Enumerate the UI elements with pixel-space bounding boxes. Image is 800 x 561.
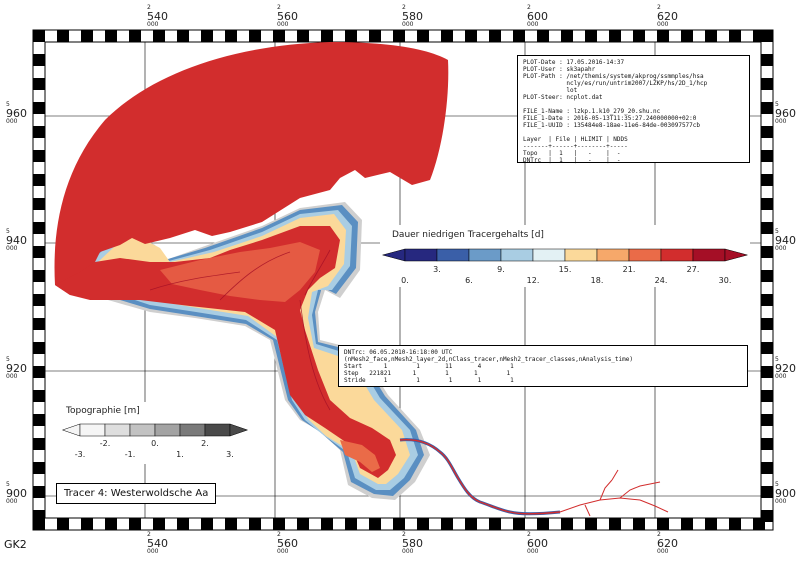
plot-info-line: PLOT-Date : 17.05.2016-14:37 bbox=[523, 59, 625, 66]
plot-info-line: FILE_1-UUID : 135484e8-18ae-11e6-84de-00… bbox=[523, 122, 701, 129]
tracer-colorbar-tick-label: 30. bbox=[718, 276, 732, 285]
topo-colorbar-segment bbox=[154, 423, 181, 437]
tracer-colorbar-tick-label: 6. bbox=[465, 276, 473, 285]
plot-info-line: PLOT-Path : /net/themis/system/akprog/ss… bbox=[523, 73, 704, 80]
x-tick-top: 2 560 000 bbox=[277, 4, 298, 28]
x-tick-top: 2 580 000 bbox=[402, 4, 423, 28]
plot-info-line: FILE_1-Date : 2016-05-13T11:35:27.240000… bbox=[523, 115, 697, 122]
tracer-colorbar-segment bbox=[436, 248, 470, 262]
x-tick-bottom: 2 600 000 bbox=[527, 531, 548, 555]
topo-colorbar-segment bbox=[204, 423, 231, 437]
dntrc-info-line: Stride 1 1 1 1 1 bbox=[344, 377, 514, 384]
plot-info-line: ncly/es/run/untrim2007/LZKP/hs/2D_1/hcp bbox=[523, 80, 708, 87]
topo-colorbar-tick-label: 3. bbox=[226, 450, 234, 459]
y-tick-left: 5 920 000 bbox=[6, 356, 27, 380]
tracer-field bbox=[54, 42, 669, 517]
tracer-colorbar-under-arrow bbox=[381, 248, 406, 262]
dntrc-info-line: Start 1 1 11 4 1 bbox=[344, 363, 514, 370]
tracer-colorbar-segment bbox=[628, 248, 662, 262]
topo-colorbar-segment bbox=[79, 423, 106, 437]
tracer-colorbar-segment bbox=[532, 248, 566, 262]
topo-colorbar-tick-label: 0. bbox=[151, 439, 159, 448]
y-tick-left: 5 940 000 bbox=[6, 228, 27, 252]
map-frame bbox=[32, 29, 774, 531]
tracer-colorbar-tick-label: 9. bbox=[497, 265, 505, 274]
topo-legend: Topographie [m] -3. -2. -1. 0. 1. 2. 3. bbox=[58, 402, 250, 464]
topo-colorbar-segment bbox=[104, 423, 131, 437]
x-tick-bottom: 2 540 000 bbox=[147, 531, 168, 555]
plot-info-box: PLOT-Date : 17.05.2016-14:37 PLOT-User : … bbox=[517, 55, 750, 164]
tracer-legend-title: Dauer niedrigen Tracergehalts [d] bbox=[392, 230, 544, 240]
tracer-label: Tracer 4: Westerwoldsche Aa bbox=[56, 483, 217, 504]
x-tick-bottom: 2 580 000 bbox=[402, 531, 423, 555]
topo-colorbar-under-arrow bbox=[61, 423, 81, 437]
topo-colorbar-tick-label: -2. bbox=[99, 439, 111, 448]
y-tick-right: 5 920 000 bbox=[775, 356, 796, 380]
crs-label: GK2 bbox=[4, 538, 27, 551]
tracer-colorbar-segment bbox=[468, 248, 502, 262]
plot-info-line bbox=[523, 101, 744, 108]
tracer-colorbar-over-arrow bbox=[724, 248, 749, 262]
tracer-colorbar-segment bbox=[500, 248, 534, 262]
dntrc-info-line: DNTrc: 06.05.2010-16:18:00 UTC bbox=[344, 349, 453, 356]
y-tick-left: 5 900 000 bbox=[6, 481, 27, 505]
topo-colorbar-tick-label: -3. bbox=[74, 450, 86, 459]
y-tick-left: 5 960 000 bbox=[6, 101, 27, 125]
x-tick-top: 2 540 000 bbox=[147, 4, 168, 28]
x-tick-bottom: 2 560 000 bbox=[277, 531, 298, 555]
plot-info-line: Topo | 1 | - | - bbox=[523, 150, 621, 157]
tracer-colorbar bbox=[381, 248, 749, 262]
topo-colorbar-over-arrow bbox=[229, 423, 249, 437]
topo-colorbar-tick-label: 1. bbox=[176, 450, 184, 459]
topo-colorbar bbox=[61, 423, 249, 437]
tracer-colorbar-tick-label: 24. bbox=[654, 276, 668, 285]
plot-info-line: PLOT-User : sk3apahr bbox=[523, 66, 596, 73]
tracer-colorbar-segment bbox=[404, 248, 438, 262]
tracer-colorbar-segment bbox=[660, 248, 694, 262]
topo-colorbar-tick-label: -1. bbox=[124, 450, 136, 459]
x-tick-top: 2 600 000 bbox=[527, 4, 548, 28]
plot-info-line: Layer | File | HLIMIT | NDDS bbox=[523, 136, 628, 143]
dntrc-info-line: Step 221821 1 1 1 1 bbox=[344, 370, 511, 377]
tracer-colorbar-tick-label: 12. bbox=[526, 276, 540, 285]
topo-legend-title: Topographie [m] bbox=[66, 406, 140, 416]
y-tick-right: 5 900 000 bbox=[775, 481, 796, 505]
topo-colorbar-tick-label: 2. bbox=[201, 439, 209, 448]
x-tick-bottom: 2 620 000 bbox=[657, 531, 678, 555]
tracer-colorbar-tick-label: 3. bbox=[433, 265, 441, 274]
tracer-colorbar-segment bbox=[692, 248, 726, 262]
tracer-colorbar-segment bbox=[564, 248, 598, 262]
dntrc-info-box: DNTrc: 06.05.2010-16:18:00 UTC (nMesh2_fa… bbox=[338, 345, 748, 387]
plot-info-line bbox=[523, 129, 744, 136]
tracer-colorbar-tick-label: 21. bbox=[622, 265, 636, 274]
y-tick-right: 5 960 000 bbox=[775, 101, 796, 125]
tracer-colorbar-tick-label: 15. bbox=[558, 265, 572, 274]
plot-info-line: PLOT-Steer: ncplot.dat bbox=[523, 94, 603, 101]
tracer-colorbar-tick-label: 27. bbox=[686, 265, 700, 274]
plot-info-line: FILE_1-Name : lzkp.1.k10_279_20.shu.nc bbox=[523, 108, 661, 115]
tracer-colorbar-segment bbox=[596, 248, 630, 262]
plot-info-line: lot bbox=[523, 87, 578, 94]
tracer-legend: Dauer niedrigen Tracergehalts [d] 0. 3. 6.… bbox=[380, 225, 750, 287]
x-tick-top: 2 620 000 bbox=[657, 4, 678, 28]
plot-info-line: DNTrc | 1 | - | - bbox=[523, 157, 621, 164]
topo-colorbar-segment bbox=[179, 423, 206, 437]
tracer-colorbar-tick-label: 0. bbox=[401, 276, 409, 285]
dntrc-info-line: (nMesh2_face,nMesh2_layer_2d,nClass_trac… bbox=[344, 356, 633, 363]
plot-info-line: -------+------+--------+----- bbox=[523, 143, 628, 150]
tracer-colorbar-tick-label: 18. bbox=[590, 276, 604, 285]
topo-colorbar-segment bbox=[129, 423, 156, 437]
y-tick-right: 5 940 000 bbox=[775, 228, 796, 252]
